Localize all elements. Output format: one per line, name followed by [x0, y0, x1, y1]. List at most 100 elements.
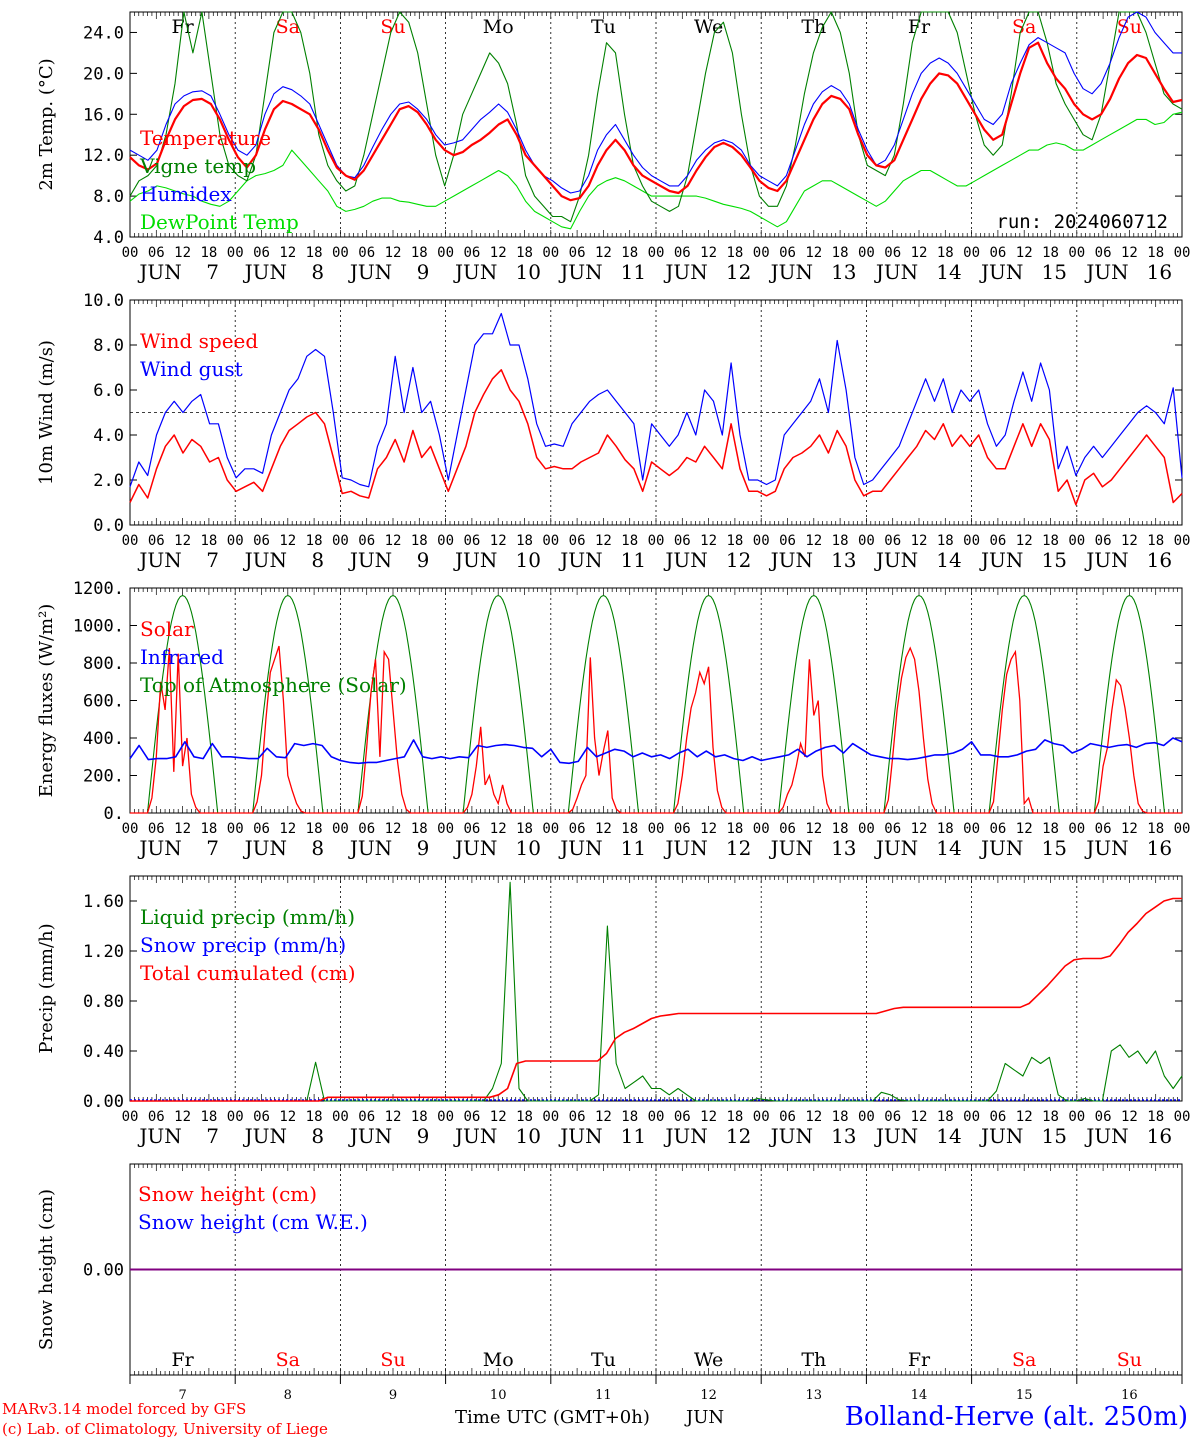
hour-tick-label: 00	[648, 1109, 665, 1125]
legend-entry: Snow height (cm)	[138, 1182, 317, 1206]
date-label: 11	[595, 1388, 612, 1403]
legend-entry: Humidex	[140, 182, 232, 206]
hour-tick-label: 12	[805, 533, 822, 549]
hour-tick-label: 18	[200, 1109, 217, 1125]
date-label: 8	[284, 1388, 292, 1403]
hour-tick-label: 06	[148, 1109, 165, 1125]
hour-tick-label: 12	[279, 533, 296, 549]
date-label: 15	[1016, 1388, 1033, 1403]
hour-tick-label: 18	[306, 821, 323, 837]
day-of-week-label: Sa	[1012, 1349, 1036, 1371]
hour-tick-label: 18	[1147, 533, 1164, 549]
date-label: 13	[831, 1124, 856, 1148]
legend-entry: DewPoint Temp	[140, 210, 299, 234]
model-credit: MARv3.14 model forced by GFS	[2, 1400, 246, 1418]
hour-tick-label: 06	[358, 821, 375, 837]
date-label: 9	[389, 1388, 397, 1403]
y-axis-label: Energy fluxes (W/m²)	[36, 604, 57, 798]
y-tick-label: 1.20	[83, 942, 124, 962]
date-label: 12	[726, 1124, 751, 1148]
hour-tick-label: 18	[1147, 821, 1164, 837]
month-label: JUN	[979, 836, 1023, 860]
date-label: 10	[515, 1124, 540, 1148]
month-label: JUN	[1084, 548, 1128, 572]
hour-tick-label: 00	[858, 1109, 875, 1125]
date-label: 7	[206, 836, 219, 860]
legend-entry: Total cumulated (cm)	[140, 961, 356, 985]
hour-tick-label: 00	[963, 1109, 980, 1125]
date-label: 13	[806, 1388, 823, 1403]
hour-tick-label: 06	[989, 245, 1006, 261]
date-label: 13	[831, 548, 856, 572]
hour-tick-label: 12	[595, 533, 612, 549]
hour-tick-label: 18	[1147, 245, 1164, 261]
hour-tick-label: 12	[385, 821, 402, 837]
legend-entry: Liquid precip (mm/h)	[140, 905, 355, 929]
legend-entry: Snow height (cm W.E.)	[138, 1210, 368, 1234]
y-tick-label: 0.0	[93, 516, 124, 536]
month-label: JUN	[663, 548, 707, 572]
hour-tick-label: 06	[1095, 821, 1112, 837]
y-tick-label: 0.00	[83, 1261, 124, 1281]
month-label: JUN	[874, 836, 918, 860]
hour-tick-label: 18	[726, 1109, 743, 1125]
month-label: JUN	[769, 1124, 813, 1148]
hour-tick-label: 00	[437, 821, 454, 837]
day-of-week-label: Th	[801, 1349, 826, 1371]
legend-entry: Top of Atmosphere (Solar)	[140, 673, 407, 697]
hour-tick-label: 12	[1121, 821, 1138, 837]
hour-tick-label: 00	[332, 533, 349, 549]
date-label: 16	[1147, 836, 1172, 860]
month-label: JUN	[979, 1124, 1023, 1148]
hour-tick-label: 12	[1121, 245, 1138, 261]
hour-tick-label: 06	[989, 533, 1006, 549]
hour-tick-label: 18	[516, 245, 533, 261]
month-label: JUN	[348, 1124, 392, 1148]
hour-tick-label: 06	[358, 245, 375, 261]
date-label: 7	[206, 1124, 219, 1148]
date-label: 10	[490, 1388, 507, 1403]
date-label: 12	[700, 1388, 717, 1403]
hour-tick-label: 18	[306, 245, 323, 261]
day-of-week-label: Sa	[276, 1349, 300, 1371]
hour-tick-label: 18	[411, 821, 428, 837]
y-tick-label: 2.0	[93, 471, 124, 491]
hour-tick-label: 00	[227, 245, 244, 261]
hour-tick-label: 18	[1147, 1109, 1164, 1125]
y-tick-label: 400.	[83, 729, 124, 749]
date-label: 12	[726, 260, 751, 284]
series-total-cumulated	[130, 897, 1182, 1102]
y-tick-label: 600.	[83, 692, 124, 712]
day-of-week-label: We	[694, 1349, 723, 1371]
hour-tick-label: 00	[1068, 821, 1085, 837]
y-tick-label: 0.40	[83, 1042, 124, 1062]
hour-tick-label: 12	[490, 533, 507, 549]
hour-tick-label: 18	[937, 1109, 954, 1125]
date-label: 16	[1147, 260, 1172, 284]
hour-tick-label: 00	[227, 533, 244, 549]
hour-tick-label: 06	[884, 1109, 901, 1125]
month-label: JUN	[243, 548, 287, 572]
month-label: JUN	[874, 260, 918, 284]
month-label: JUN	[558, 836, 602, 860]
date-label: 13	[831, 260, 856, 284]
x-axis-label: Time UTC (GMT+0h)	[455, 1407, 650, 1428]
hour-tick-label: 12	[700, 821, 717, 837]
month-label: JUN	[348, 836, 392, 860]
date-label: 16	[1147, 548, 1172, 572]
hour-tick-label: 12	[700, 533, 717, 549]
y-tick-label: 20.0	[83, 64, 124, 84]
hour-tick-label: 12	[490, 245, 507, 261]
hour-tick-label: 12	[911, 245, 928, 261]
hour-tick-label: 12	[279, 245, 296, 261]
date-label: 16	[1147, 1124, 1172, 1148]
date-label: 9	[417, 548, 430, 572]
y-axis-label: 2m Temp. (°C)	[36, 58, 57, 190]
hour-tick-label: 18	[937, 533, 954, 549]
hour-tick-label: 00	[648, 245, 665, 261]
day-of-week-label: Su	[1117, 16, 1142, 38]
series-humidex	[129, 11, 1182, 194]
y-tick-label: 800.	[83, 654, 124, 674]
hour-tick-label: 00	[648, 533, 665, 549]
